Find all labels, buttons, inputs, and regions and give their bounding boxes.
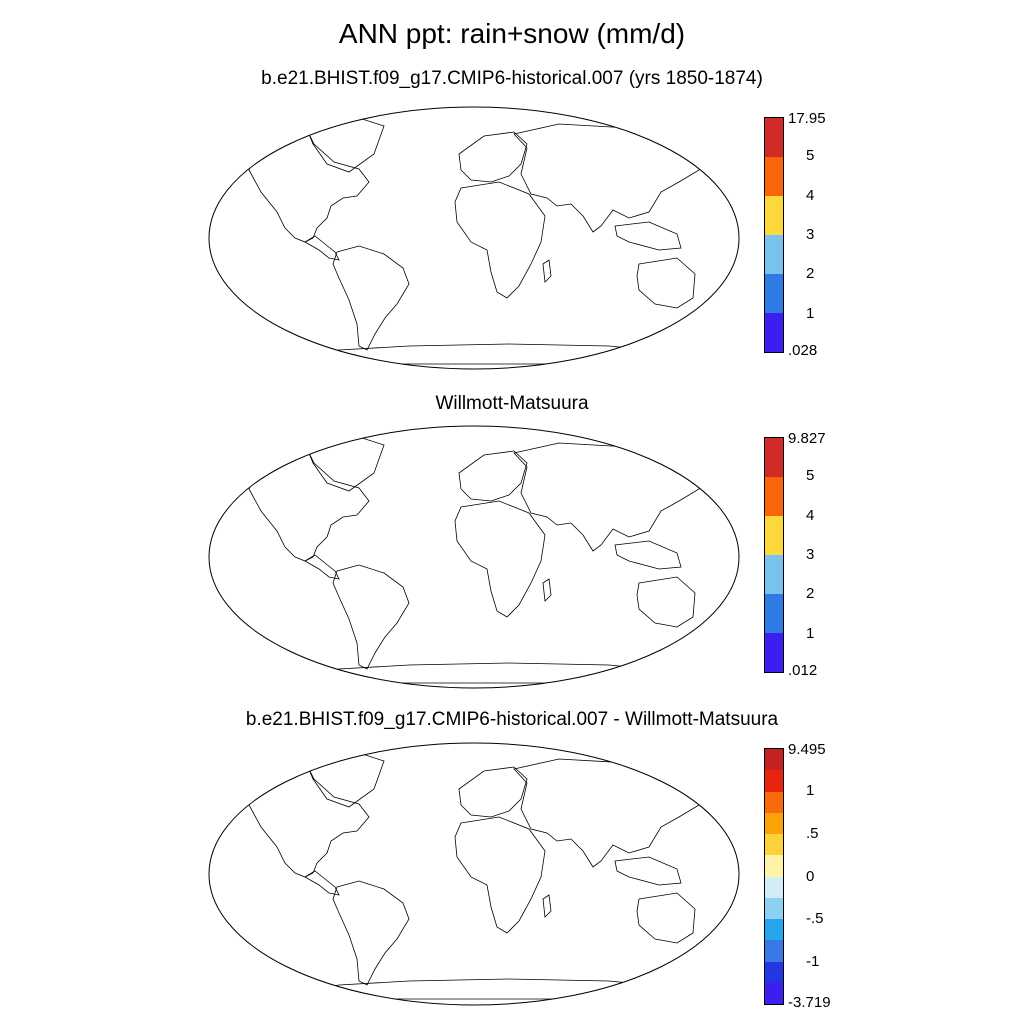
colorbar-label: .028 — [788, 342, 818, 359]
colorbar-label: 1 — [806, 781, 815, 799]
colorbar-swatch — [765, 770, 783, 792]
colorbar-swatch — [765, 235, 783, 274]
map-boundary — [208, 742, 740, 1006]
colorbar-label: 4 — [806, 506, 815, 524]
colorbar-swatch — [765, 594, 783, 633]
precip-region — [264, 168, 359, 229]
precip-region — [599, 180, 664, 211]
colorbar-label: -.5 — [806, 910, 824, 928]
map-panel-model — [208, 106, 740, 370]
colorbar-swatch — [765, 961, 783, 983]
precip-region — [359, 632, 381, 663]
colorbar-swatch — [765, 196, 783, 235]
precip-region — [249, 118, 384, 181]
colorbar-swatch — [765, 516, 783, 555]
precip-region — [487, 866, 525, 911]
colorbar-swatch — [765, 555, 783, 594]
colorbar-swatch — [765, 477, 783, 516]
colorbar-obs — [764, 437, 784, 673]
colorbar-swatch — [765, 274, 783, 313]
coastline-outline — [248, 117, 718, 365]
colorbar-swatch — [765, 940, 783, 962]
precip-region — [489, 575, 521, 608]
precip-region — [471, 225, 527, 255]
colorbar-swatch — [765, 834, 783, 856]
colorbar-label: 2 — [806, 585, 815, 603]
figure-title: ANN ppt: rain+snow (mm/d) — [338, 18, 686, 49]
colorbar-label: -3.719 — [788, 994, 831, 1011]
colorbar-swatch — [765, 791, 783, 813]
map-panel-obs — [208, 425, 740, 689]
colorbar-swatch — [765, 919, 783, 941]
colorbar-label: .5 — [806, 824, 819, 842]
precip-region — [457, 820, 539, 857]
precip-region — [349, 265, 404, 308]
colorbar-swatch — [765, 876, 783, 898]
precip-region — [514, 447, 699, 500]
colorbar-label: 0 — [806, 867, 815, 885]
precip-region — [645, 906, 689, 937]
colorbar-label: .012 — [788, 662, 818, 679]
coastline-outline — [248, 436, 718, 684]
coastline-outline — [248, 752, 718, 1000]
colorbar-label: 1 — [806, 624, 815, 642]
precip-region — [619, 225, 677, 247]
precip-region — [249, 437, 384, 500]
panel-title-difference: b.e21.BHIST.f09_g17.CMIP6-historical.007… — [245, 709, 779, 730]
panel-title-model: b.e21.BHIST.f09_g17.CMIP6-historical.007… — [261, 68, 763, 89]
colorbar-swatch — [765, 982, 783, 1004]
colorbar-label: 9.495 — [788, 741, 826, 758]
colorbar-swatch — [765, 855, 783, 877]
colorbar-label: 3 — [806, 226, 815, 243]
precip-region — [457, 504, 539, 541]
colorbar-label: 4 — [806, 186, 815, 204]
precip-region — [589, 805, 669, 846]
precip-region — [514, 769, 629, 810]
precip-region — [471, 544, 527, 574]
colorbar-swatch — [765, 633, 783, 672]
colorbar-swatch — [765, 118, 783, 157]
precip-region — [514, 128, 699, 171]
colorbar-label: 5 — [806, 467, 815, 485]
precip-region — [381, 900, 405, 924]
colorbar-label: 2 — [806, 265, 815, 283]
panel-title-observations: Willmott-Matsuura — [435, 393, 589, 414]
colorbar-label: 1 — [806, 304, 815, 322]
precip-region — [457, 185, 539, 222]
map-boundary — [208, 106, 740, 370]
colorbar-label: -1 — [806, 953, 820, 971]
colorbar-swatch — [765, 438, 783, 477]
colorbar-swatch — [765, 897, 783, 919]
colorbar-model — [764, 117, 784, 353]
map-panel-diff — [208, 742, 740, 1006]
colorbar-label: 5 — [806, 147, 815, 165]
precip-region — [359, 927, 399, 949]
precip-region — [359, 307, 384, 342]
precip-region — [629, 773, 699, 806]
precip-region — [619, 544, 677, 566]
colorbar-swatch — [765, 157, 783, 196]
colorbar-label: 3 — [806, 546, 815, 563]
precip-region — [329, 989, 649, 999]
precip-region — [345, 579, 405, 633]
map-boundary — [208, 425, 740, 689]
precip-region — [349, 900, 385, 922]
colorbar-label: 17.95 — [788, 110, 826, 127]
colorbar-swatch — [765, 812, 783, 834]
precip-region — [489, 256, 521, 289]
precip-region — [459, 132, 519, 175]
colorbar-swatch — [765, 749, 783, 771]
colorbar-diff — [764, 748, 784, 1005]
colorbar-swatch — [765, 313, 783, 352]
colorbar-label: 9.827 — [788, 430, 826, 447]
precip-region — [264, 487, 359, 548]
